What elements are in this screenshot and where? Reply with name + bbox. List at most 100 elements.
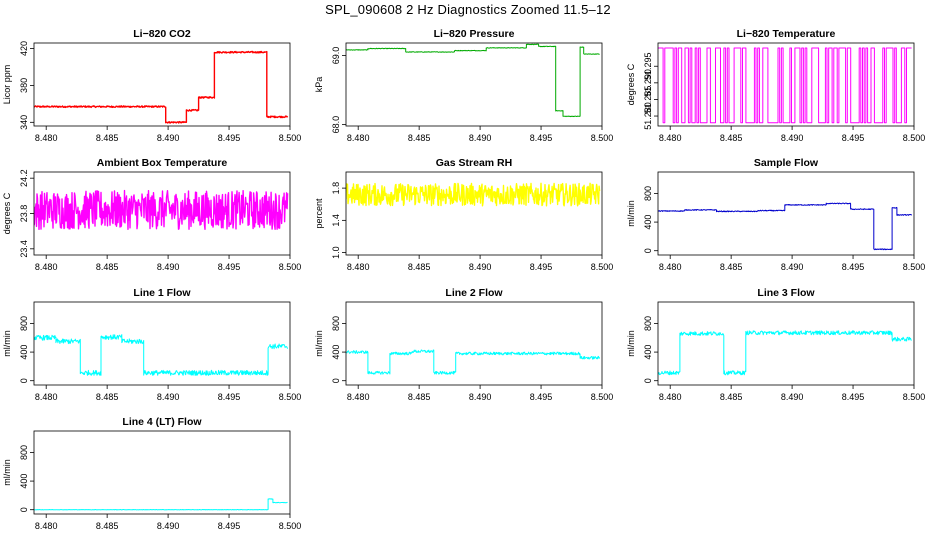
x-tick-label: 8.500 [591,262,614,272]
chart-panel: Line 4 (LT) Flow ml/min 8.480 8.485 8.490 8.4… [2,416,301,531]
chart-panel: Line 1 Flow ml/min 8.480 8.485 8.490 8.495 8.5… [2,287,301,402]
x-tick-label: 8.480 [659,262,682,272]
x-tick-label: 8.480 [659,133,682,143]
plot-frame [33,430,291,515]
chart-panel: Gas Stream RH percent 8.480 8.485 8.490 8.495… [314,157,613,272]
series-group [346,182,601,207]
panel-title: Line 2 Flow [445,287,503,299]
y-tick-label: 800 [643,186,653,201]
series-line [346,349,601,375]
panel-title: Sample Flow [754,157,819,169]
x-tick-label: 8.500 [903,392,926,402]
panel-title: Line 1 Flow [133,287,191,299]
series-line [346,43,600,118]
x-tick-label: 8.485 [96,262,119,272]
x-tick-label: 8.480 [347,392,370,402]
x-tick-label: 8.500 [279,262,302,272]
y-axis-label: ml/min [314,330,324,357]
x-tick-label: 8.495 [530,392,553,402]
y-tick-label: 340 [19,115,29,130]
x-tick-label: 8.480 [35,521,58,531]
y-tick-label: 24.2 [19,169,29,187]
y-axis-label: degrees C [626,63,636,105]
x-tick-label: 8.490 [157,262,180,272]
x-tick-label: 8.490 [157,133,180,143]
x-tick-label: 8.480 [35,262,58,272]
series-group [34,334,289,376]
x-tick-label: 8.485 [408,133,431,143]
y-tick-label: 0 [643,248,653,253]
chart-panel: Line 3 Flow ml/min 8.480 8.485 8.490 8.495 8.5… [626,287,925,402]
y-axis-label: Licor ppm [2,65,12,105]
y-axis-label: ml/min [626,330,636,357]
y-tick-label: 800 [19,316,29,331]
plot-frame [345,42,603,127]
y-tick-label: 800 [643,316,653,331]
x-tick-label: 8.485 [96,392,119,402]
x-tick-label: 8.500 [279,133,302,143]
y-tick-label: 51.295 [643,52,653,80]
plot-frame [657,42,915,127]
series-group [34,498,288,511]
series-group [346,43,600,118]
x-tick-label: 8.495 [218,262,241,272]
chart-panel: Li−820 Pressure kPa 8.480 8.485 8.490 8.495 8.… [314,28,613,143]
series-line [34,50,289,124]
panel-title: Line 3 Flow [757,287,815,299]
series-line [658,47,912,124]
y-tick-label: 51.290 [643,69,653,97]
series-line [658,330,912,376]
chart-panel: Li−820 CO2 Licor ppm 8.480 8.485 8.490 8.495 8… [2,28,301,143]
x-tick-label: 8.495 [842,133,865,143]
figure-title: SPL_090608 2 Hz Diagnostics Zoomed 11.5–… [325,2,611,17]
panel-title: Gas Stream RH [436,157,512,169]
x-tick-label: 8.485 [720,262,743,272]
plot-frame [345,171,603,256]
y-tick-label: 0 [643,378,653,383]
x-tick-label: 8.495 [842,392,865,402]
x-tick-label: 8.485 [408,262,431,272]
x-tick-label: 8.480 [35,392,58,402]
x-tick-label: 8.495 [218,133,241,143]
y-tick-label: 420 [19,41,29,56]
panel-title: Ambient Box Temperature [97,157,228,169]
x-tick-label: 8.500 [903,133,926,143]
series-group [658,47,912,124]
y-tick-label: 68.0 [331,116,341,134]
y-tick-label: 51.285 [643,86,653,114]
plot-frame [345,301,603,386]
chart-panel: Sample Flow ml/min 8.480 8.485 8.490 8.495 8.5… [626,157,925,272]
x-tick-label: 8.500 [279,521,302,531]
series-line [34,498,288,511]
x-tick-label: 8.485 [408,392,431,402]
plot-frame [657,301,915,386]
x-tick-label: 8.490 [469,133,492,143]
x-tick-label: 8.485 [96,521,119,531]
y-tick-label: 23.4 [19,240,29,258]
x-tick-label: 8.480 [347,133,370,143]
panel-title: Li−820 Pressure [434,28,515,40]
x-tick-label: 8.480 [35,133,58,143]
series-group [658,202,913,251]
x-tick-label: 8.500 [279,392,302,402]
panel-title: Line 4 (LT) Flow [122,416,202,428]
series-line [346,182,601,207]
plot-frame [33,301,291,386]
series-line [658,202,913,251]
y-axis-label: ml/min [626,200,636,227]
plot-frame [33,42,291,127]
x-tick-label: 8.500 [903,262,926,272]
x-tick-label: 8.490 [157,392,180,402]
series-line [34,334,289,376]
x-tick-label: 8.500 [591,133,614,143]
x-tick-label: 8.490 [781,262,804,272]
x-tick-label: 8.500 [591,392,614,402]
series-group [34,50,289,124]
series-group [34,189,289,231]
y-axis-label: kPa [314,77,324,93]
y-axis-label: degrees C [2,192,12,234]
y-tick-label: 800 [331,316,341,331]
panel-title: Li−820 CO2 [133,28,191,40]
series-group [346,349,601,375]
